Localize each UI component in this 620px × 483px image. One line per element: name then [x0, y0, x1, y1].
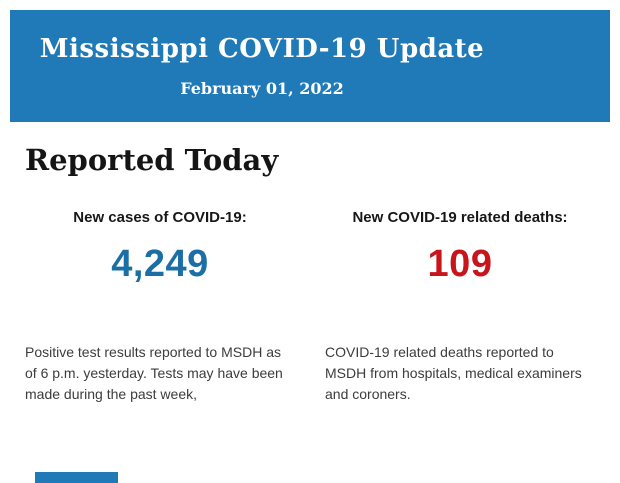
stat-new-deaths: New COVID-19 related deaths: 109 COVID-1…: [325, 209, 595, 405]
new-cases-label: New cases of COVID-19:: [73, 209, 247, 226]
next-section-banner-sliver: [35, 472, 118, 483]
new-cases-value: 4,249: [111, 243, 209, 285]
new-deaths-value: 109: [427, 243, 493, 285]
stats-row: New cases of COVID-19: 4,249 Positive te…: [25, 209, 595, 405]
report-date: February 01, 2022: [180, 79, 344, 98]
new-deaths-label: New COVID-19 related deaths:: [352, 209, 568, 226]
new-cases-description: Positive test results reported to MSDH a…: [25, 344, 283, 402]
new-deaths-description: COVID-19 related deaths reported to MSDH…: [325, 344, 582, 402]
section-title-reported-today: Reported Today: [25, 143, 279, 177]
header-banner: Mississippi COVID-19 Update February 01,…: [10, 10, 610, 122]
stat-new-cases: New cases of COVID-19: 4,249 Positive te…: [25, 209, 295, 405]
page-title: Mississippi COVID-19 Update: [39, 34, 485, 64]
